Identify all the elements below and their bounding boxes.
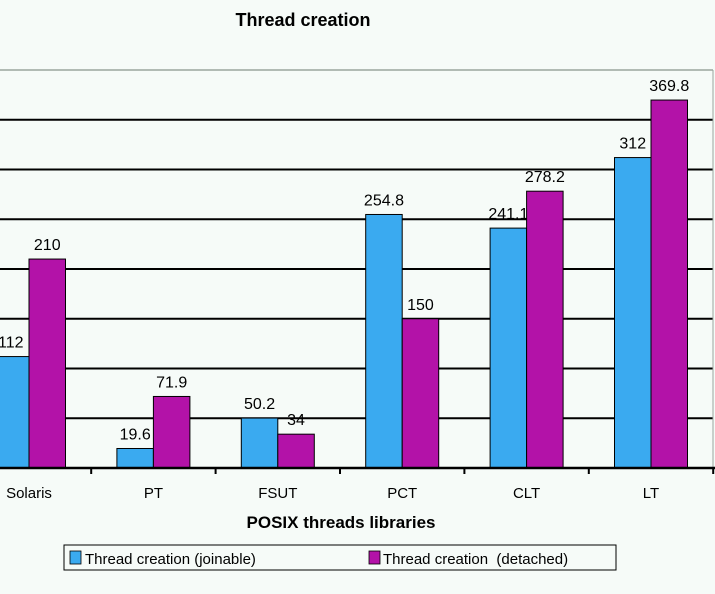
x-tick-label: LT — [643, 485, 659, 502]
bar-joinable-solaris — [0, 356, 30, 469]
data-label: 369.8 — [649, 78, 689, 95]
bar-joinable-pt — [116, 447, 154, 469]
bar-joinable-pct — [365, 213, 403, 469]
data-label: 34 — [287, 412, 305, 429]
bar-joinable-fsut — [240, 417, 279, 469]
x-axis-title: POSIX threads libraries — [247, 513, 436, 532]
bar-joinable-lt — [614, 157, 652, 469]
data-label: 150 — [407, 297, 434, 314]
legend-label-detached: Thread creation (detached) — [383, 551, 568, 568]
data-label: 50.2 — [244, 396, 275, 413]
legend-label-joinable: Thread creation (joinable) — [85, 551, 256, 568]
data-label: 112 — [0, 335, 24, 352]
chart-title: Thread creation — [235, 10, 370, 30]
data-label: 312 — [619, 136, 646, 153]
bar-detached-solaris — [28, 258, 66, 469]
bar-joinable-clt — [489, 227, 528, 469]
data-label: 19.6 — [120, 426, 151, 443]
data-label: 210 — [34, 237, 61, 254]
x-tick-label: PCT — [387, 485, 417, 502]
x-tick-label: PT — [144, 485, 163, 502]
x-tick-label: Solaris — [6, 485, 52, 502]
bar-detached-fsut — [277, 433, 315, 469]
data-label: 254.8 — [364, 192, 404, 209]
bar-detached-clt — [526, 190, 564, 469]
x-tick-label: CLT — [513, 485, 540, 502]
bar-detached-pt — [152, 395, 191, 469]
legend-swatch-joinable — [69, 550, 82, 565]
legend-swatch-detached — [368, 550, 381, 565]
x-tick-label: FSUT — [258, 485, 297, 502]
legend-box — [63, 544, 617, 571]
data-label: 278.2 — [525, 169, 565, 186]
data-label: 241.1 — [488, 206, 528, 223]
data-label: 71.9 — [156, 374, 187, 391]
bar-detached-pct — [401, 318, 440, 469]
bar-detached-lt — [650, 99, 688, 469]
legend: Thread creation (joinable) Thread creati… — [63, 544, 617, 571]
